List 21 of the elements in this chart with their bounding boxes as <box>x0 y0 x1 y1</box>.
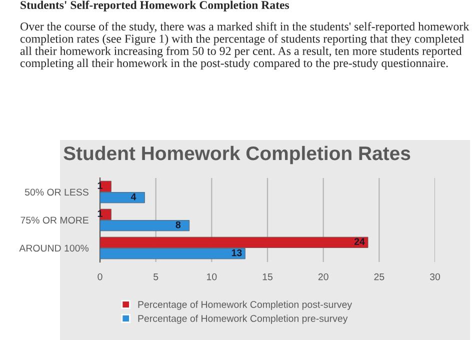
text: Students' Self-reported Homework Completion Rates <box>20 0 290 12</box>
x-tick-label: 15 <box>262 273 272 280</box>
chart-title: Student Homework Completion Rates <box>64 146 410 164</box>
data-label: 24 <box>354 238 365 245</box>
x-tick-label: 5 <box>154 273 158 280</box>
x-tick-label: 10 <box>207 273 217 280</box>
x-tick-label: 0 <box>98 273 102 280</box>
legend-label: Percentage of Homework Completion post-survey <box>138 300 352 310</box>
x-tick-label: 30 <box>430 273 440 280</box>
y-tick-label: AROUND 100% <box>19 244 89 252</box>
data-label: 13 <box>232 249 242 256</box>
x-tick-label: 20 <box>318 273 328 280</box>
x-tick-label: 25 <box>374 273 384 280</box>
legend-label: Percentage of Homework Completion pre-survey <box>138 314 348 324</box>
data-label: 1 <box>98 210 102 217</box>
y-tick-label: 75% OR MORE <box>20 216 88 224</box>
text: Over the course of the study, there was a marked shift in the students' self-reported homework completion rates (see Figure 1) with the percentage of students reporting that they completed all their homework increasing from 50 to 92 per cent. As a result, ten more students reported completing all their homework in the post-study compared to the pre-study questionnaire. <box>20 22 470 70</box>
data-label: 8 <box>176 221 181 228</box>
data-label: 4 <box>130 193 136 200</box>
data-label: 1 <box>98 182 102 189</box>
y-tick-label: 50% OR LESS <box>24 188 88 196</box>
